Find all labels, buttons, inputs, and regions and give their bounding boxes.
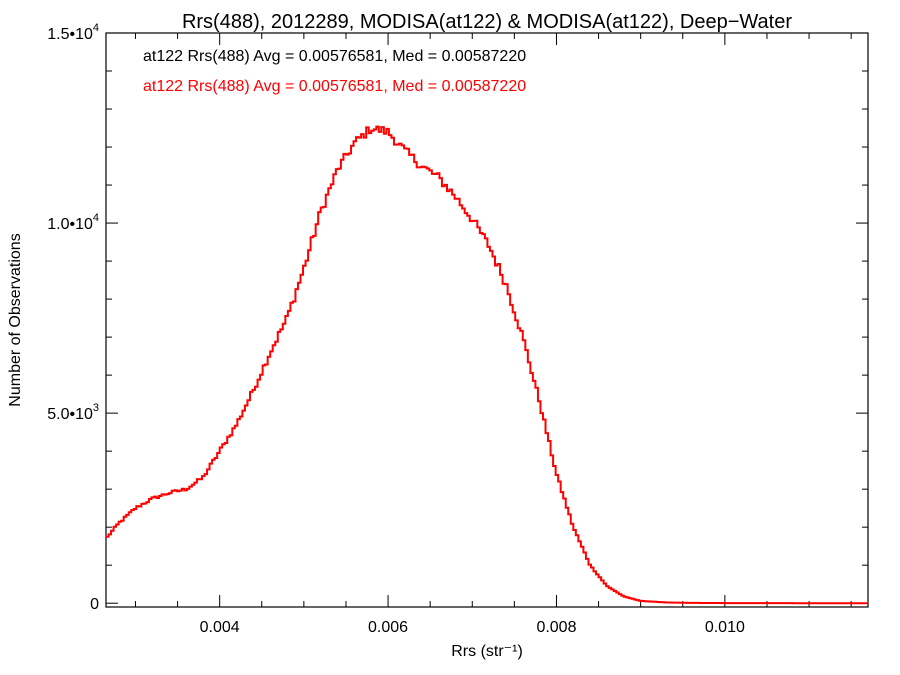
x-axis-ticks — [134, 33, 852, 607]
y-tick-label: 1.5•104 — [47, 22, 99, 43]
series-line-0 — [106, 125, 868, 605]
x-axis-tick-labels: 0.004 0.006 0.008 0.010 — [200, 619, 745, 636]
y-tick-label: 1.0•104 — [47, 212, 99, 233]
chart-title: Rrs(488), 2012289, MODISA(at122) & MODIS… — [182, 11, 792, 33]
y-axis-ticks — [106, 32, 868, 604]
annotation-black: at122 Rrs(488) Avg = 0.00576581, Med = 0… — [143, 48, 526, 65]
x-tick-label: 0.008 — [536, 619, 576, 636]
x-tick-label: 0.010 — [705, 619, 745, 636]
y-tick-label: 5.0•103 — [47, 402, 99, 423]
y-tick-label: 0 — [90, 596, 99, 613]
y-axis-label: Number of Observations — [7, 233, 24, 406]
series-layer — [106, 125, 868, 605]
plot-frame — [105, 32, 869, 608]
x-tick-label: 0.006 — [368, 619, 408, 636]
y-axis-tick-labels: 0 5.0•103 1.0•104 1.5•104 — [47, 22, 99, 613]
annotation-red: at122 Rrs(488) Avg = 0.00576581, Med = 0… — [143, 78, 526, 95]
x-axis-label: Rrs (str⁻¹) — [451, 643, 523, 660]
x-tick-label: 0.004 — [200, 619, 240, 636]
